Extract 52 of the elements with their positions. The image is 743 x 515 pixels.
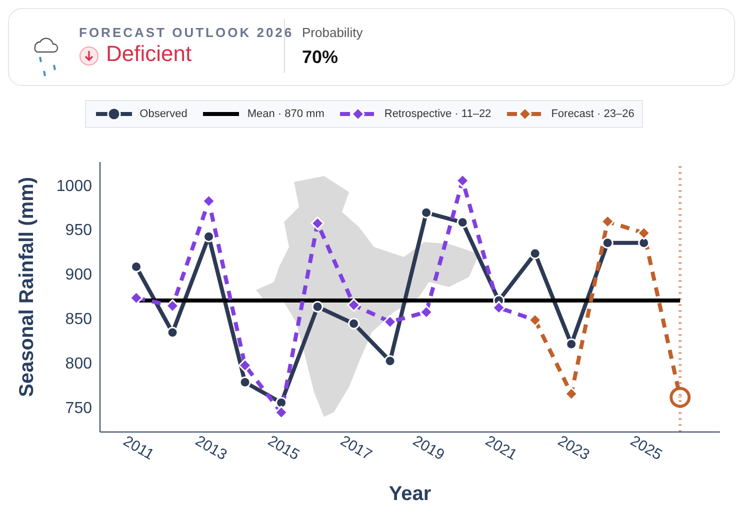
- legend-label: Observed: [140, 108, 188, 120]
- y-tick-label: 800: [65, 355, 92, 372]
- y-tick-label: 900: [65, 266, 92, 284]
- y-tick-label: 1000: [56, 178, 92, 195]
- point: [566, 338, 578, 350]
- point: [348, 318, 360, 330]
- point: [274, 406, 288, 420]
- legend-label: Retrospective · 11–22: [384, 108, 492, 120]
- point: [420, 305, 434, 319]
- chart-subtitle: Deficient: [106, 41, 192, 67]
- point: [202, 194, 216, 208]
- point: [310, 216, 324, 230]
- point: [420, 206, 432, 218]
- x-tick-label: 2013: [192, 432, 230, 464]
- x-tick-label: 2021: [482, 432, 520, 464]
- point: [602, 237, 614, 249]
- text: Probability: [302, 25, 363, 40]
- legend-label: Forecast · 23–26: [551, 108, 634, 120]
- x-tick-label: 2015: [264, 432, 302, 464]
- point: [638, 237, 650, 249]
- point: [600, 214, 614, 228]
- point: [384, 355, 396, 367]
- legend-label: Mean · 870 mm: [247, 108, 324, 120]
- point: [312, 301, 324, 313]
- point: [276, 396, 288, 408]
- point: [239, 376, 251, 388]
- point: [238, 358, 252, 372]
- point: [456, 216, 468, 228]
- point: [637, 226, 651, 240]
- point: [670, 386, 691, 408]
- point: [529, 248, 541, 260]
- x-tick-label: 2019: [410, 432, 448, 464]
- point: [166, 326, 178, 338]
- x-axis-title: Year: [388, 483, 432, 505]
- point: [383, 315, 397, 329]
- point: [492, 300, 506, 314]
- point: [130, 291, 144, 305]
- y-tick-label: 850: [65, 310, 92, 328]
- point: [456, 174, 470, 188]
- x-tick-label: 2011: [120, 432, 157, 464]
- y-tick-label: 750: [65, 400, 92, 417]
- point: [564, 387, 578, 401]
- text: 70%: [302, 47, 338, 68]
- y-tick-label: 950: [65, 222, 92, 240]
- point: [203, 230, 215, 242]
- point: [166, 299, 180, 313]
- x-tick-label: 2023: [554, 432, 592, 464]
- y-axis-title: Seasonal Rainfall (mm): [16, 176, 38, 397]
- x-tick-label: 2025: [627, 432, 665, 464]
- x-tick-label: 2017: [337, 432, 375, 464]
- point: [347, 298, 361, 312]
- chart-title: FORECAST OUTLOOK 2026: [79, 25, 294, 40]
